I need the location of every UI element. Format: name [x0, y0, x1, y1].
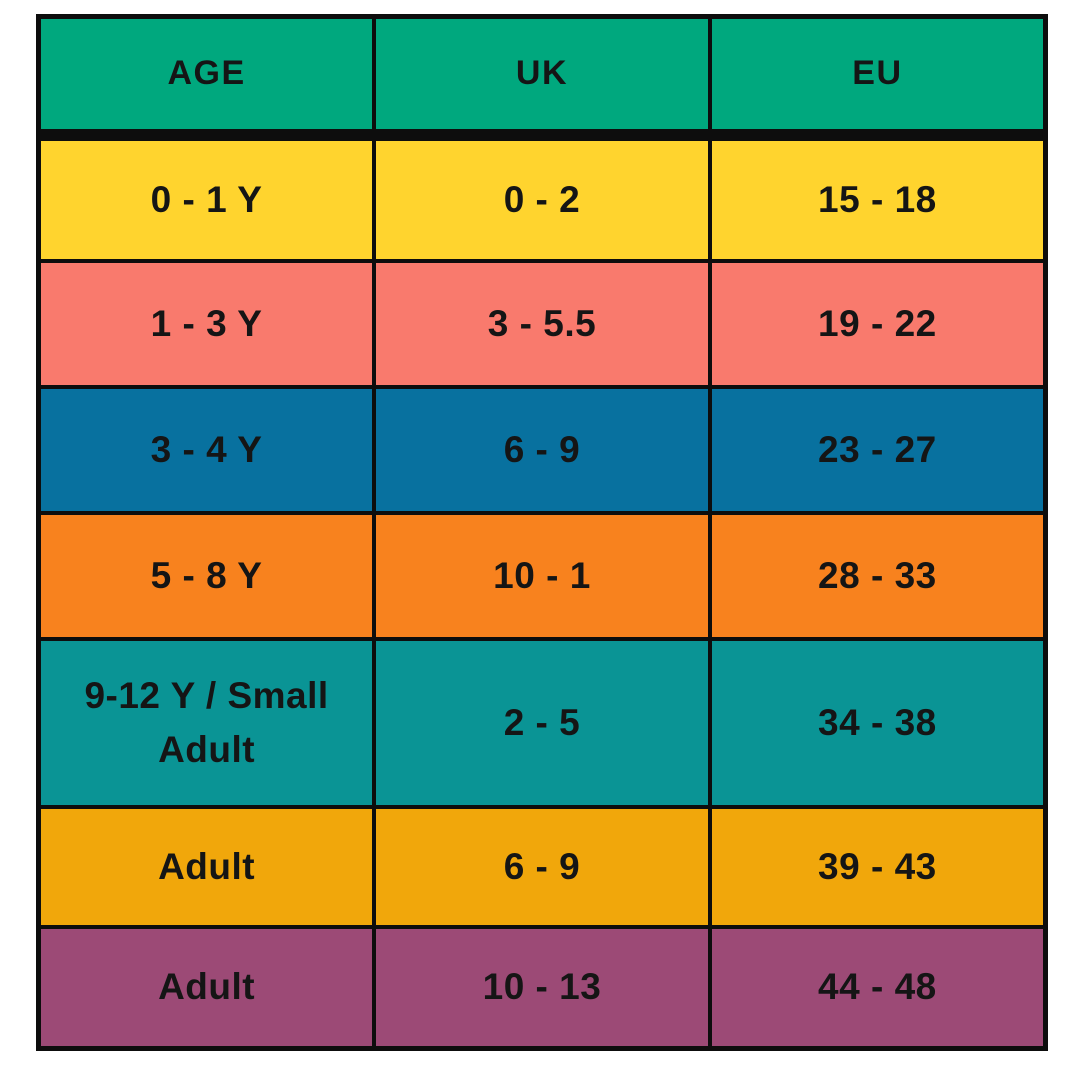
table-row: 9-12 Y / Small Adult 2 - 5 34 - 38: [36, 636, 1048, 809]
uk-cell: 6 - 9: [372, 804, 712, 929]
uk-cell: 2 - 5: [372, 636, 712, 809]
eu-cell: 15 - 18: [707, 132, 1048, 263]
uk-cell: 10 - 1: [372, 510, 712, 641]
header-row: AGE UK EU: [36, 14, 1048, 141]
eu-cell: 34 - 38: [707, 636, 1048, 809]
age-cell: Adult: [36, 804, 377, 929]
table-header: AGE UK EU: [36, 14, 1048, 141]
age-cell: Adult: [36, 924, 377, 1051]
eu-cell: 19 - 22: [707, 258, 1048, 389]
eu-cell: 23 - 27: [707, 384, 1048, 515]
table-row: Adult 6 - 9 39 - 43: [36, 804, 1048, 929]
table-row: Adult 10 - 13 44 - 48: [36, 924, 1048, 1051]
eu-cell: 44 - 48: [707, 924, 1048, 1051]
age-cell: 3 - 4 Y: [36, 384, 377, 515]
eu-cell: 28 - 33: [707, 510, 1048, 641]
eu-cell: 39 - 43: [707, 804, 1048, 929]
header-uk: UK: [372, 14, 712, 141]
age-cell: 0 - 1 Y: [36, 132, 377, 263]
age-cell: 9-12 Y / Small Adult: [36, 636, 377, 809]
uk-cell: 3 - 5.5: [372, 258, 712, 389]
uk-cell: 0 - 2: [372, 132, 712, 263]
uk-cell: 6 - 9: [372, 384, 712, 515]
age-cell: 5 - 8 Y: [36, 510, 377, 641]
table-row: 5 - 8 Y 10 - 1 28 - 33: [36, 510, 1048, 641]
header-age: AGE: [36, 14, 377, 141]
header-eu: EU: [707, 14, 1048, 141]
age-cell: 1 - 3 Y: [36, 258, 377, 389]
uk-cell: 10 - 13: [372, 924, 712, 1051]
